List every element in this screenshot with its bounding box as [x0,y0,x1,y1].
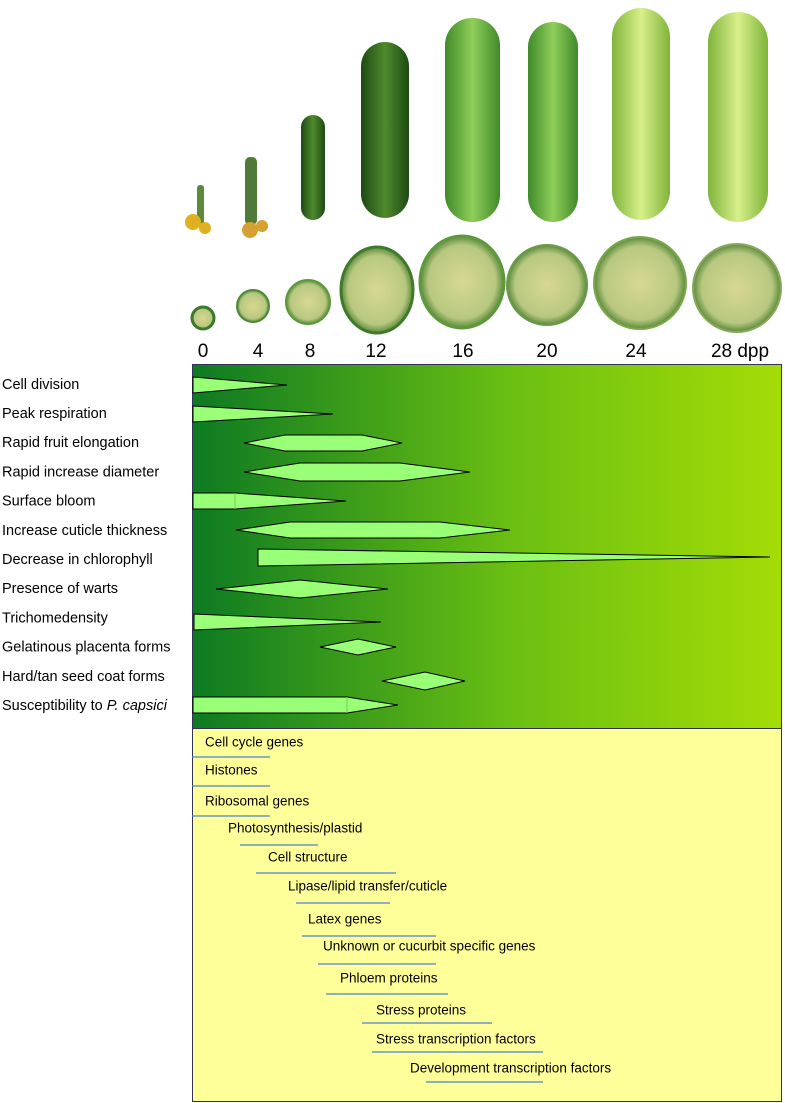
day-label: 28 dpp [711,341,769,362]
trait-label: Peak respiration [2,406,107,422]
labels: 0 4 8 12 16 20 24 28 dpp Cell division Peak respi… [2,341,769,1083]
day-label: 4 [253,341,264,362]
gene-label: Stress transcription factors [376,1032,536,1047]
gene-panel [192,728,782,1102]
trait-label: Hard/tan seed coat forms [2,669,165,685]
trait-shapes [192,376,771,714]
day-label: 16 [452,341,473,362]
gene-label: Latex genes [308,912,382,927]
trait-label: Rapid fruit elongation [2,435,139,451]
trait-panel [192,364,782,729]
gene-label: Unknown or cucurbit specific genes [323,939,536,954]
gene-label: Photosynthesis/plastid [228,821,362,836]
gene-label: Cell cycle genes [205,735,304,750]
trait-label: Susceptibility to P. capsici [2,698,168,714]
gene-label: Lipase/lipid transfer/cuticle [288,879,447,894]
trait-label: Decrease in chlorophyll [2,552,153,568]
species-name: P. capsici [107,698,168,714]
gene-label: Development transcription factors [410,1061,611,1076]
gene-label: Cell structure [268,850,348,865]
trait-label: Trichomedensity [2,610,109,626]
trait-label: Cell division [2,377,79,393]
fruit-images [185,8,782,335]
day-label: 20 [536,341,557,362]
trait-label: Gelatinous placenta forms [2,640,170,656]
trait-label: Presence of warts [2,581,118,597]
day-label: 0 [198,341,209,362]
gene-label: Ribosomal genes [205,794,310,809]
gene-label: Histones [205,763,258,778]
day-label: 12 [365,341,386,362]
trait-label: Rapid increase diameter [2,464,159,480]
day-label: 24 [625,341,647,362]
gene-label: Phloem proteins [340,971,438,986]
gene-label: Stress proteins [376,1003,466,1018]
trait-label: Increase cuticle thickness [2,523,167,539]
trait-label: Surface bloom [2,494,96,510]
trait-text: Susceptibility to [2,698,103,714]
day-label: 8 [305,341,316,362]
